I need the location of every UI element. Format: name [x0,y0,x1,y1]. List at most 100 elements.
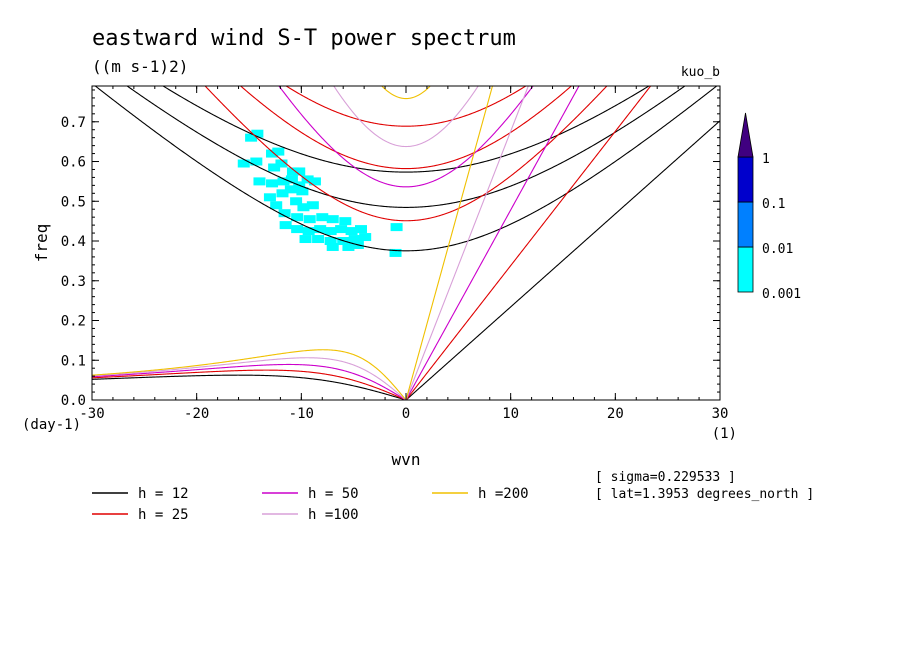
power-patch-26 [291,213,304,222]
legend-label: h =100 [308,507,359,523]
power-patch-45 [326,242,339,251]
y-tick-label: 0.7 [61,115,86,131]
x-axis-label: wvn [392,450,421,469]
y-tick-label: 0.1 [61,353,86,369]
power-patch-4 [237,159,250,168]
power-patch-2 [266,149,279,158]
y-tick-label: 0.2 [61,314,86,330]
power-patch-32 [291,225,304,234]
power-patch-24 [306,201,319,210]
x-tick-label: 20 [607,406,624,422]
y-axis-label: freq [32,224,51,263]
power-patch-48 [390,223,403,232]
power-patch-22 [290,197,303,206]
colorbar-label: 1 [762,152,770,167]
power-patch-33 [302,227,315,236]
power-patch-29 [326,215,339,224]
curve-h12-kelvin [405,120,720,400]
power-patch-9 [293,167,306,176]
legend-label: h = 12 [138,486,189,502]
power-patch-16 [308,177,321,186]
power-patch-36 [335,225,348,234]
power-patch-37 [345,227,358,236]
power-patch-13 [285,175,298,184]
power-patches [237,129,403,257]
power-patch-7 [268,163,281,172]
legend-label: h = 25 [138,507,189,523]
lat-info: [ lat=1.3953 degrees_north ] [595,487,814,502]
colorbar-segment-1 [737,201,754,248]
power-patch-11 [266,179,279,188]
power-patch-8 [286,167,299,176]
curve-h25-gravity-n2 [239,86,573,170]
power-patch-18 [276,189,289,198]
curve-h25-rossby [92,369,408,400]
curve-h200-kelvin [405,86,494,400]
power-patch-10 [253,177,266,186]
power-patch-6 [275,159,288,168]
legend-label: h =200 [478,486,529,502]
y-tick-label: 0.3 [61,274,86,290]
power-patch-40 [312,235,325,244]
legend: h = 12 h = 25 h = 50 h =100 h =200 [92,486,529,523]
colorbar-label: 0.1 [762,197,785,212]
power-patch-0 [245,133,258,142]
y-tick-label: 0.6 [61,155,86,171]
y-unit-label: (day-1) [22,417,81,433]
curve-h25-gravity-n3 [285,86,527,127]
x-tick-label: 10 [502,406,519,422]
power-patch-20 [296,187,309,196]
x-tick-label: 30 [712,406,729,422]
y-tick-label: 0.4 [61,234,86,250]
colorbar-segment-0 [737,246,754,293]
x-tick-label: 0 [402,406,410,422]
x-unit-label: (1) [712,426,737,442]
power-patch-19 [284,185,297,194]
colorbar: 0.001 0.01 0.1 1 [737,112,801,302]
colorbar-label: 0.01 [762,242,793,257]
y-tick-label: 0.5 [61,194,86,210]
power-patch-34 [314,225,327,234]
power-patch-46 [342,242,355,251]
power-patch-25 [278,209,291,218]
colorbar-segment-2 [737,156,754,203]
power-patch-21 [270,201,283,210]
power-patch-38 [354,225,367,234]
dataset-label: kuo_b [681,65,720,80]
curve-h200-gravity-n1 [381,86,431,100]
axis-ticks: -30 -20 -10 0 10 20 30 0.0 0.1 0.2 0.3 0.4 0.5 0.6 0.7 [61,86,729,422]
power-patch-3 [272,147,285,156]
sigma-info: [ sigma=0.229533 ] [595,470,736,485]
power-patch-12 [277,177,290,186]
curve-h100-rossby [92,357,406,400]
chart-title: eastward wind S-T power spectrum [92,26,516,51]
colorbar-label: 0.001 [762,287,801,302]
power-patch-5 [250,157,263,166]
curve-h50-kelvin [405,86,580,400]
x-tick-label: -30 [79,406,104,422]
power-patch-44 [359,233,372,242]
power-patch-39 [299,235,312,244]
power-patch-31 [279,221,292,230]
power-patch-43 [348,235,361,244]
y-tick-label: 0.0 [61,393,86,409]
curve-h100-gravity-n1 [333,86,479,148]
power-patch-23 [297,203,310,212]
plot-frame [91,85,721,401]
curve-h25-gravity-n1 [204,86,608,222]
legend-label: h = 50 [308,486,359,502]
x-tick-label: -10 [289,406,314,422]
curve-h200-rossby [92,349,406,400]
curve-h12-gravity-n2 [126,86,686,208]
power-patch-41 [324,237,337,246]
power-patch-17 [263,193,276,202]
curve-h25-kelvin [405,86,652,400]
power-patch-28 [316,213,329,222]
dispersion-curves [92,86,720,400]
colorbar-top-arrow [737,112,754,158]
curve-h12-gravity-n3 [162,86,650,173]
curve-h50-rossby [92,363,406,400]
power-patch-1 [251,129,264,138]
power-patch-30 [339,217,352,226]
